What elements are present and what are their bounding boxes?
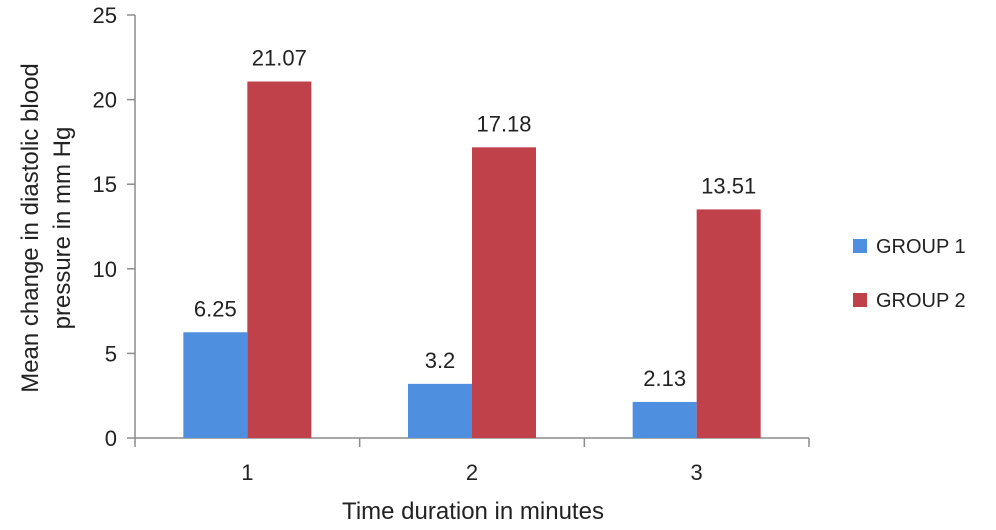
y-tick-label: 10	[93, 257, 117, 282]
bar-group-2	[696, 209, 761, 438]
data-label: 2.13	[643, 366, 686, 391]
x-axis-title: Time duration in minutes	[342, 498, 604, 525]
y-tick-label: 15	[93, 172, 117, 197]
legend-swatch	[853, 239, 867, 253]
legend-swatch	[853, 293, 867, 307]
x-tick-label: 1	[241, 460, 253, 485]
x-tick-label: 2	[466, 460, 478, 485]
y-tick-label: 5	[105, 341, 117, 366]
bar-group-1	[183, 332, 248, 438]
y-axis-title: Mean change in diastolic blood pressure …	[17, 63, 76, 393]
legend: GROUP 1 GROUP 2	[853, 236, 966, 312]
data-label: 13.51	[701, 173, 756, 198]
data-label: 3.2	[425, 348, 456, 373]
y-tick-label: 0	[105, 426, 117, 451]
plot-area: 0 5 10 15 20 25 1 6.25 21.07 2 3.2 17.18 3 2.13 13.51	[93, 3, 810, 485]
bar-group-1	[632, 401, 697, 438]
data-label: 21.07	[252, 45, 307, 70]
data-label: 6.25	[194, 296, 237, 321]
bar-group-2	[472, 147, 536, 439]
x-tick-label: 3	[691, 460, 703, 485]
y-tick-label: 25	[93, 3, 117, 28]
y-axis-title-line-1: Mean change in diastolic blood	[17, 63, 44, 393]
legend-label: GROUP 1	[876, 236, 966, 258]
legend-label: GROUP 2	[876, 290, 966, 312]
y-tick-label: 20	[93, 88, 117, 113]
bar-group-2	[247, 81, 312, 438]
y-axis-title-line-2: pressure in mm Hg	[49, 127, 76, 330]
data-label: 17.18	[476, 111, 531, 136]
bar-group-1	[408, 383, 472, 438]
